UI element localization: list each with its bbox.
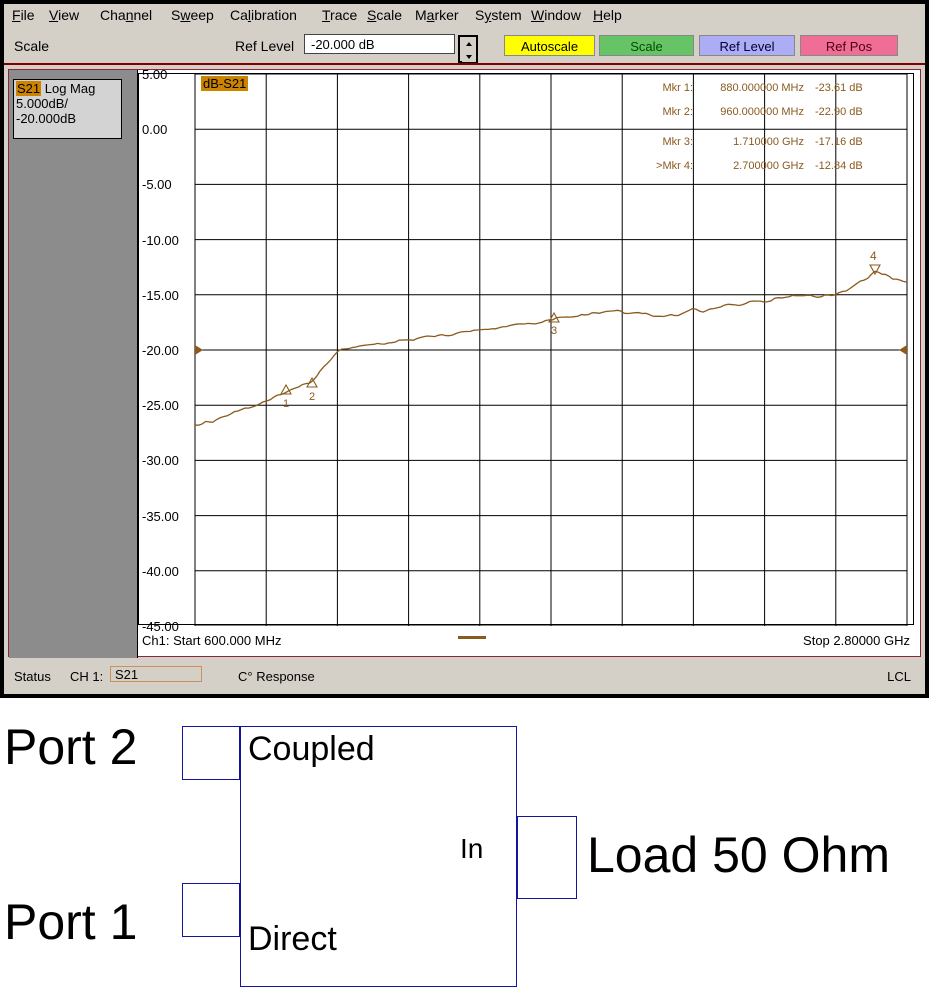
svg-text:3: 3 [551,325,557,337]
svg-text:2: 2 [309,391,315,403]
svg-text:4: 4 [870,249,877,263]
svg-text:1: 1 [283,398,289,410]
